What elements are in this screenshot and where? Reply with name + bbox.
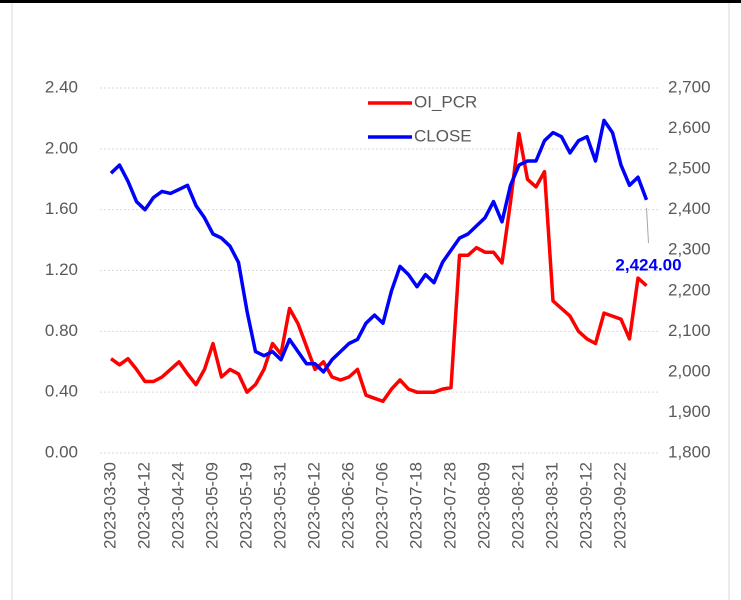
x-tick-label: 2023-05-31 <box>270 462 289 549</box>
y-tick-label: 2.40 <box>45 77 78 96</box>
x-tick-label: 2023-06-26 <box>338 462 357 549</box>
x-tick-label: 2023-07-28 <box>440 462 459 549</box>
y2-tick-label: 2,700 <box>668 77 711 96</box>
y-tick-label: 1.60 <box>45 199 78 218</box>
x-tick-label: 2023-09-22 <box>610 462 629 549</box>
y2-tick-label: 2,600 <box>668 118 711 137</box>
leader-line <box>646 207 649 244</box>
y2-tick-label: 2,000 <box>668 361 711 380</box>
x-tick-label: 2023-06-12 <box>304 462 323 549</box>
y2-tick-label: 2,200 <box>668 280 711 299</box>
series-line <box>109 118 649 374</box>
y-tick-label: 0.00 <box>45 442 78 461</box>
x-tick-label: 2023-07-18 <box>406 462 425 549</box>
y-tick-label: 0.40 <box>45 382 78 401</box>
series-line <box>109 131 648 404</box>
x-tick-label: 2023-04-12 <box>134 462 153 549</box>
y2-tick-label: 2,300 <box>668 240 711 259</box>
x-tick-label: 2023-05-19 <box>236 462 255 549</box>
legend-label: OI_PCR <box>414 92 477 111</box>
x-tick-label: 2023-08-09 <box>474 462 493 549</box>
y2-tick-label: 2,400 <box>668 199 711 218</box>
legend-label: CLOSE <box>414 126 472 145</box>
y-tick-label: 2.00 <box>45 138 78 157</box>
y2-tick-label: 1,800 <box>668 442 711 461</box>
y2-tick-label: 2,100 <box>668 321 711 340</box>
y-tick-label: 1.20 <box>45 260 78 279</box>
x-tick-label: 2023-07-06 <box>372 462 391 549</box>
y2-tick-label: 2,500 <box>668 159 711 178</box>
top-bar <box>0 0 741 3</box>
x-tick-label: 2023-08-21 <box>508 462 527 549</box>
data-label: 2,424.00 <box>615 255 681 274</box>
y-tick-label: 0.80 <box>45 321 78 340</box>
x-tick-label: 2023-08-31 <box>542 462 561 549</box>
x-tick-label: 2023-03-30 <box>100 462 119 549</box>
y2-tick-label: 1,900 <box>668 402 711 421</box>
x-tick-label: 2023-04-24 <box>168 462 187 549</box>
x-tick-label: 2023-05-09 <box>202 462 221 549</box>
x-tick-label: 2023-09-12 <box>576 462 595 549</box>
